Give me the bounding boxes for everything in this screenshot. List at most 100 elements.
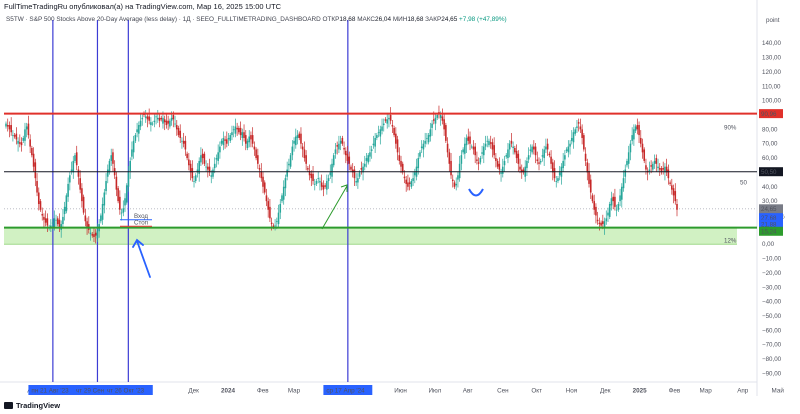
candle-body [198, 160, 200, 174]
candle-body [244, 135, 247, 144]
candle-body [346, 153, 349, 161]
candle-body [472, 146, 475, 150]
candle-body [37, 192, 40, 204]
candle-body [565, 149, 568, 151]
candle-body [588, 170, 590, 184]
candle-body [633, 129, 635, 140]
candles-group [5, 105, 678, 244]
candle-body [570, 137, 573, 141]
candle-body [520, 169, 523, 173]
candle-body [36, 181, 38, 193]
candle-body [174, 123, 176, 125]
candle-body [434, 117, 437, 124]
candle-body [479, 158, 482, 163]
price-badge [759, 226, 783, 236]
candle-body [241, 132, 244, 138]
candle-body [662, 168, 665, 170]
candle-body [401, 163, 404, 173]
candle-body [358, 172, 361, 177]
candle-body [671, 185, 673, 190]
candle-body [422, 143, 425, 150]
candle-body [412, 178, 414, 182]
candle-body [125, 185, 128, 203]
candle-body [653, 160, 656, 164]
candle-body [315, 181, 318, 184]
candle-body [593, 201, 596, 210]
candle-body [272, 225, 275, 227]
candle-body [258, 168, 261, 170]
candle-body [553, 168, 556, 179]
candle-body [34, 162, 37, 179]
candle-body [75, 152, 78, 166]
ohlc-open: 18,68 [339, 16, 356, 23]
candle-body [225, 139, 228, 144]
candle-body [450, 160, 452, 176]
y-tick-label: 140,00 [762, 40, 781, 47]
x-tick-label: Ноя [566, 388, 577, 395]
candle-body [308, 170, 311, 176]
candle-body [170, 117, 173, 121]
candle-body [289, 155, 292, 167]
candle-body [217, 152, 219, 161]
candle-body [22, 137, 25, 141]
candle-body [158, 117, 161, 121]
candle-body [427, 135, 430, 143]
candle-body [658, 168, 661, 170]
candle-body [533, 146, 535, 150]
y-tick-label: −60,00 [762, 327, 782, 334]
candle-body [569, 143, 571, 147]
candle-body [131, 149, 133, 157]
candle-body [545, 146, 547, 150]
candle-body [115, 176, 118, 190]
candle-body [477, 162, 480, 164]
candle-body [615, 209, 618, 211]
candle-body [319, 181, 321, 183]
candle-body [455, 183, 458, 186]
candle-body [639, 137, 642, 144]
y-tick-label: 30,00 [762, 198, 778, 205]
candle-body [179, 130, 182, 138]
candle-body [282, 186, 285, 200]
candle-body [146, 116, 149, 120]
entry-label: Вход [134, 213, 148, 220]
candle-body [558, 172, 561, 176]
candle-body [250, 135, 252, 140]
candle-body [89, 232, 92, 235]
candle-body [660, 168, 663, 173]
candle-body [32, 153, 35, 167]
candle-body [382, 123, 385, 126]
candle-body [489, 142, 492, 144]
candle-body [491, 142, 494, 150]
y-tick-label: 80,00 [762, 126, 778, 133]
candle-body [624, 169, 627, 177]
candle-body [8, 125, 11, 130]
level-badge-upper [759, 109, 783, 119]
candle-body [614, 196, 616, 207]
x-tick-label: Фев [669, 388, 681, 395]
candle-body [55, 219, 57, 221]
ohlc-change: +7,98 (+47,89%) [459, 16, 507, 23]
candle-body [581, 129, 583, 138]
candle-body [270, 222, 273, 225]
candle-body [281, 195, 283, 202]
candle-body [665, 166, 668, 173]
candle-body [407, 182, 409, 187]
candle-body [652, 163, 654, 170]
dip-arc-icon [468, 188, 484, 197]
x-tick-label: ср 17 Апр '24 [326, 388, 365, 395]
candle-body [96, 231, 99, 239]
candle-body [446, 143, 449, 153]
candle-body [286, 169, 288, 177]
y-tick-label: 100,00 [762, 98, 781, 105]
candle-body [543, 149, 545, 159]
candle-body [56, 218, 59, 225]
candle-body [294, 136, 297, 146]
candle-body [531, 146, 533, 153]
candle-body [626, 160, 628, 166]
x-tick-label: Фев [257, 388, 269, 395]
candle-body [5, 123, 7, 127]
candle-body [608, 204, 611, 217]
candle-body [117, 188, 119, 202]
candle-body [31, 148, 33, 156]
